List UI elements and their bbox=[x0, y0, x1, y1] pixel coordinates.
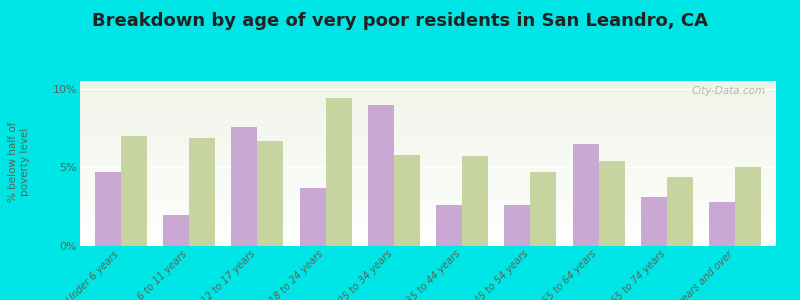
Bar bbox=[231, 127, 258, 246]
Bar bbox=[368, 105, 394, 246]
Bar bbox=[709, 202, 735, 246]
Bar bbox=[300, 188, 326, 246]
Bar bbox=[530, 172, 556, 246]
Bar bbox=[573, 144, 598, 246]
Text: % below half of
poverty level: % below half of poverty level bbox=[8, 122, 30, 202]
Bar bbox=[641, 197, 667, 246]
Bar bbox=[436, 205, 462, 246]
Text: City-Data.com: City-Data.com bbox=[691, 86, 766, 96]
Text: Breakdown by age of very poor residents in San Leandro, CA: Breakdown by age of very poor residents … bbox=[92, 12, 708, 30]
Bar bbox=[189, 138, 215, 246]
Bar bbox=[735, 167, 761, 246]
Bar bbox=[462, 156, 488, 246]
Bar bbox=[505, 205, 530, 246]
Bar bbox=[394, 155, 420, 246]
Bar bbox=[95, 172, 121, 246]
Bar bbox=[163, 214, 189, 246]
Bar bbox=[667, 177, 693, 246]
Bar bbox=[326, 98, 351, 246]
Bar bbox=[598, 161, 625, 246]
Bar bbox=[121, 136, 147, 246]
Bar bbox=[258, 141, 283, 246]
